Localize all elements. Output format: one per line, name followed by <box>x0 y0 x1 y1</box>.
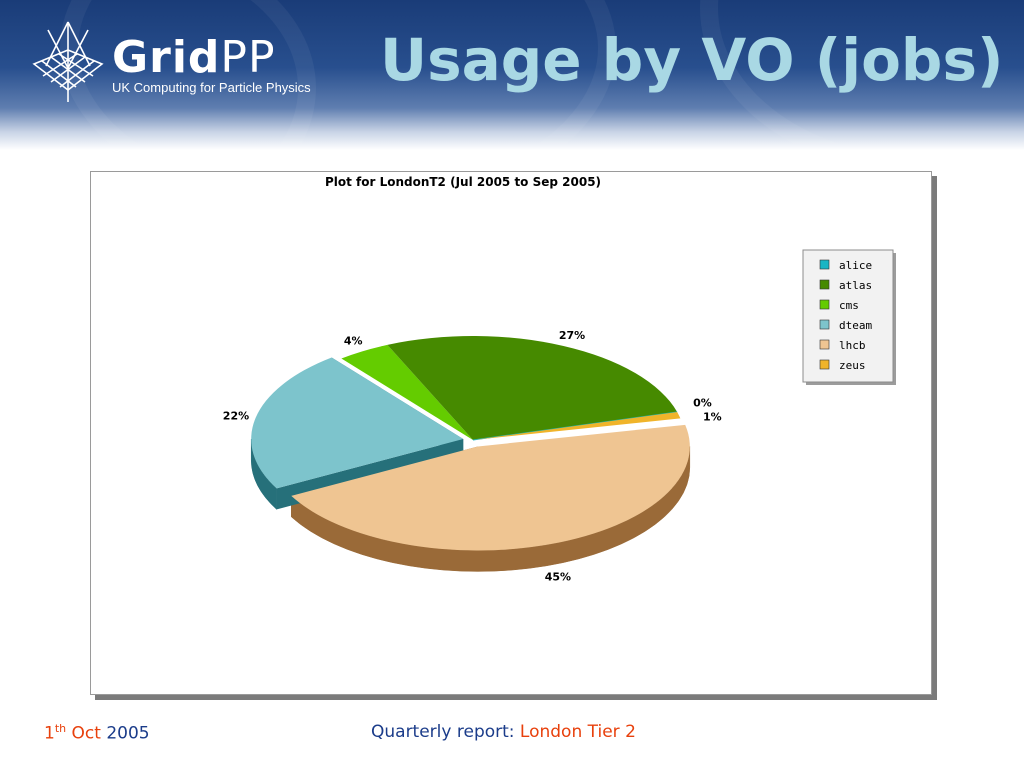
pie-labels: 45% 22% 4% 27% 0%1% <box>223 329 722 583</box>
legend-swatch-lhcb <box>819 339 830 350</box>
pie-chart: Plot for LondonT2 (Jul 2005 to Sep 2005)… <box>223 175 896 583</box>
legend-label-cms: cms <box>839 299 859 312</box>
pie-label-atlas: 27% <box>559 329 585 342</box>
pie-label-dteam: 22% <box>223 410 249 423</box>
legend-swatch-zeus <box>819 359 830 370</box>
pie-slice-dteam <box>251 357 464 489</box>
legend-box <box>802 249 894 383</box>
logo-wordmark: GridPP <box>112 34 275 82</box>
footer-month: Oct <box>71 723 101 744</box>
legend-swatch-atlas <box>819 279 830 290</box>
pie-slice-zeus <box>473 411 681 440</box>
pie-label-cms: 4% <box>344 335 363 348</box>
legend-swatch-cms <box>819 299 830 310</box>
footer-day: 1 <box>44 723 55 744</box>
footer-day-suffix: th <box>54 722 67 735</box>
pie-slice-cms <box>341 344 473 440</box>
logo-name-bold: Grid <box>112 32 221 83</box>
pie-label-alice: 0% <box>693 397 712 410</box>
logo-tagline: UK Computing for Particle Physics <box>112 80 311 95</box>
gridpp-logo-icon <box>32 21 104 102</box>
legend-swatch-dteam <box>819 319 830 330</box>
footer-report-label: Quarterly report: <box>371 722 515 742</box>
slide-title: Usage by VO (jobs) <box>380 26 1004 94</box>
pie-slice-alice <box>472 411 678 441</box>
chart-legend: alice atlas cms dteam lhcb zeus <box>802 249 896 385</box>
legend-label-alice: alice <box>839 259 872 272</box>
pie-slices <box>250 336 691 572</box>
header-banner: GridPP UK Computing for Particle Physics… <box>0 0 1024 150</box>
footer-date: 1th Oct 2005 <box>44 722 150 744</box>
chart-panel: Plot for LondonT2 (Jul 2005 to Sep 2005)… <box>90 171 932 695</box>
pie-slice-lhcb <box>291 424 690 551</box>
pie-slice-atlas <box>387 336 678 440</box>
legend-swatch-alice <box>819 259 830 270</box>
chart-title: Plot for LondonT2 (Jul 2005 to Sep 2005) <box>325 175 601 189</box>
footer-year: 2005 <box>106 723 150 744</box>
pie-label-zeus: 1% <box>703 410 722 423</box>
legend-label-dteam: dteam <box>839 319 872 332</box>
pie-label-lhcb: 45% <box>545 570 571 583</box>
logo-name-light: PP <box>220 32 276 83</box>
legend-label-atlas: atlas <box>839 279 872 292</box>
footer-report: Quarterly report: London Tier 2 <box>371 722 636 742</box>
footer-report-site: London Tier 2 <box>519 722 636 742</box>
legend-label-lhcb: lhcb <box>839 339 866 352</box>
legend-label-zeus: zeus <box>839 359 866 372</box>
